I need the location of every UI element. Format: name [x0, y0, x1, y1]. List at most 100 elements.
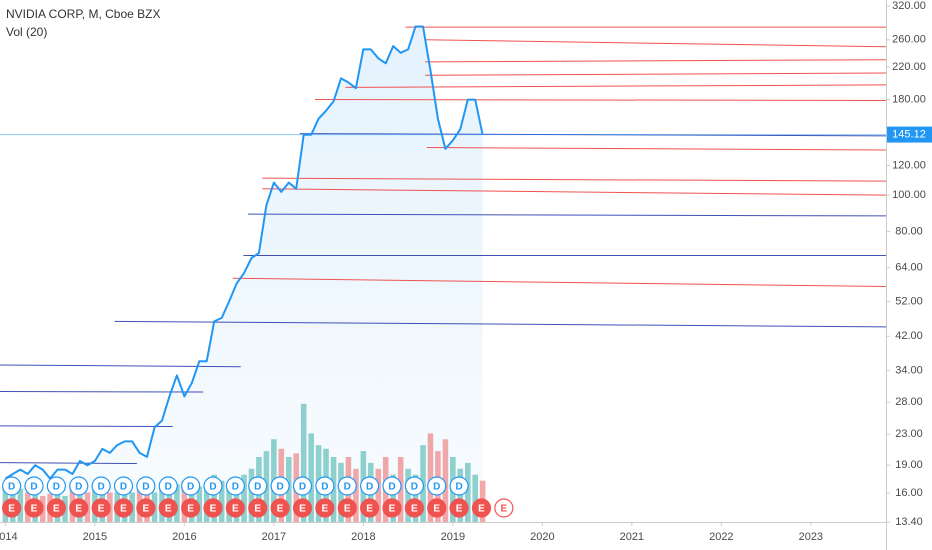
- y-tick-label: 180.00: [892, 93, 926, 105]
- earnings-label: E: [299, 504, 306, 515]
- trend-line: [247, 213, 887, 217]
- dividend-marker: [404, 476, 424, 496]
- x-tick-label: 2014: [0, 531, 18, 543]
- dividend-marker: [315, 476, 335, 496]
- earnings-label: E: [456, 504, 463, 515]
- y-tick-label: 28.00: [895, 396, 923, 408]
- last-price-box: [887, 126, 932, 143]
- earnings-label: E: [75, 504, 82, 515]
- earnings-marker: [2, 498, 22, 518]
- dividend-label: D: [433, 482, 440, 493]
- x-tick-label: 2018: [351, 531, 375, 543]
- earnings-marker: [136, 498, 156, 518]
- y-tick-label: 80.00: [895, 225, 923, 237]
- x-tick-label: 2022: [709, 531, 733, 543]
- dividend-label: D: [53, 482, 60, 493]
- dividend-label: D: [411, 482, 418, 493]
- dividend-marker: [24, 476, 44, 496]
- earnings-label: E: [344, 504, 351, 515]
- x-tick-label: 2023: [799, 531, 823, 543]
- earnings-label: E: [254, 504, 261, 515]
- earnings-label: E: [31, 504, 38, 515]
- dividend-marker: [449, 476, 469, 496]
- earnings-label: E: [143, 504, 150, 515]
- dividend-marker: [203, 476, 223, 496]
- x-tick-label: 2016: [172, 531, 196, 543]
- dividend-label: D: [98, 482, 105, 493]
- trend-line: [425, 72, 887, 76]
- dividend-label: D: [344, 482, 351, 493]
- dividend-marker: [292, 476, 313, 496]
- dividend-label: D: [299, 482, 306, 493]
- earnings-label: E: [322, 504, 329, 515]
- earnings-marker: [427, 498, 447, 518]
- plot-area: D D D D D D D D D D D D D D D D D D D D DE E E E E E E E E E E E E E E E E E E…: [0, 25, 887, 522]
- y-tick-label: 220.00: [892, 61, 926, 73]
- earnings-marker: [248, 498, 268, 518]
- dividend-marker: [2, 476, 22, 496]
- earnings-marker: [181, 498, 201, 518]
- dividend-label: D: [187, 482, 194, 493]
- trend-line: [345, 84, 887, 88]
- earnings-label: E: [501, 504, 508, 515]
- earnings-marker: [158, 498, 178, 518]
- y-tick-label: 100.00: [892, 189, 926, 201]
- y-tick-label: 120.00: [892, 159, 926, 171]
- dividend-marker: [382, 476, 402, 496]
- dividend-marker: [181, 476, 201, 496]
- earnings-marker: [113, 498, 134, 518]
- volume-label: Vol (20): [6, 25, 47, 39]
- dividend-marker: [46, 476, 66, 496]
- y-tick-label: 64.00: [895, 262, 923, 274]
- earnings-marker: [449, 498, 469, 518]
- earnings-marker: [337, 498, 357, 518]
- y-tick-label: 34.00: [895, 364, 923, 376]
- trend-line: [0, 364, 241, 368]
- dividend-marker: [225, 476, 245, 496]
- chart-title: NVIDIA CORP, M, Cboe BZX: [6, 7, 161, 21]
- earnings-marker: [494, 498, 514, 518]
- price-line: [4, 25, 484, 480]
- earnings-label: E: [478, 504, 485, 515]
- y-tick-label: 19.00: [895, 459, 923, 471]
- x-tick-label: 2015: [83, 531, 107, 543]
- earnings-label: E: [53, 504, 60, 515]
- dividend-marker: [113, 476, 134, 496]
- x-tick-label: 2021: [620, 531, 644, 543]
- trend-line: [0, 462, 137, 465]
- earnings-marker: [360, 498, 380, 518]
- dividend-label: D: [165, 482, 172, 493]
- dividend-label: D: [120, 482, 127, 493]
- dividend-label: D: [75, 482, 82, 493]
- earnings-label: E: [165, 504, 172, 515]
- trend-line: [232, 277, 887, 288]
- dividend-marker: [270, 476, 290, 496]
- earnings-label: E: [210, 504, 217, 515]
- dividend-label: D: [142, 482, 149, 493]
- earnings-label: E: [389, 504, 396, 515]
- earnings-marker: [69, 498, 89, 518]
- earnings-marker: [382, 498, 402, 518]
- dividend-marker: [248, 476, 268, 496]
- dividend-marker: [427, 476, 447, 496]
- y-tick-label: 16.00: [895, 487, 923, 499]
- earnings-label: E: [433, 504, 440, 515]
- earnings-label: E: [411, 504, 418, 515]
- dividend-label: D: [209, 482, 216, 493]
- y-tick-label: 42.00: [895, 330, 923, 342]
- dividend-label: D: [8, 482, 15, 493]
- trend-line: [262, 177, 887, 182]
- earnings-marker: [203, 498, 223, 518]
- dividend-marker: [337, 476, 357, 496]
- trend-line: [425, 39, 887, 48]
- y-tick-label: 13.40: [895, 516, 923, 528]
- trend-line: [425, 59, 887, 63]
- dividend-marker: [136, 476, 156, 496]
- trend-line: [0, 390, 204, 393]
- trend-line: [0, 425, 173, 428]
- dividend-marker: [158, 476, 178, 496]
- earnings-marker: [404, 498, 424, 518]
- last-price-label: 145.12: [892, 128, 926, 140]
- earnings-marker: [270, 498, 290, 518]
